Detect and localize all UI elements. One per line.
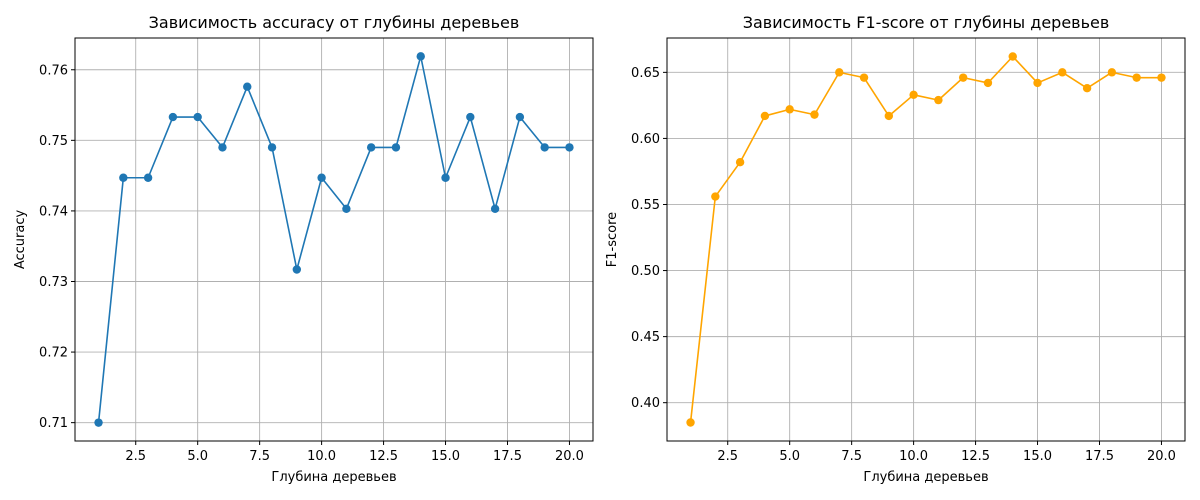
data-point [441, 173, 450, 182]
data-point [317, 173, 326, 182]
y-tick-label: 0.75 [39, 134, 68, 149]
f1-score-chart: 2.5 5.0 7.5 10.0 12.5 15.0 17.5 20.0 0.40 0.45 0.5… [605, 13, 1186, 485]
data-point [515, 112, 525, 122]
x-tick-label: 15.0 [431, 449, 460, 464]
plot-frame [74, 37, 594, 442]
x-axis-label: Глубина деревьев [863, 470, 988, 485]
data-point [540, 143, 549, 152]
x-axis-label: Глубина деревьев [271, 470, 396, 485]
x-tick-label: 12.5 [369, 449, 398, 464]
x-tick-label: 20.0 [1147, 449, 1176, 464]
x-tick-label: 17.5 [493, 449, 522, 464]
x-tick-label: 12.5 [961, 449, 990, 464]
data-point [1157, 73, 1166, 82]
y-tick-label: 0.71 [39, 416, 68, 431]
data-point [735, 158, 745, 167]
data-point [859, 73, 869, 82]
y-tick-label: 0.76 [39, 63, 68, 78]
x-tick-label: 2.5 [717, 449, 738, 464]
data-point [810, 110, 819, 119]
accuracy-chart: 2.5 5.0 7.5 10.0 12.5 15.0 17.5 20.0 0.71 0.72 0.7… [13, 13, 594, 485]
data-point [1033, 78, 1042, 88]
data-point [785, 105, 794, 114]
data-point [168, 112, 178, 122]
x-tick-label: 15.0 [1023, 449, 1052, 464]
y-tick-label: 0.72 [39, 346, 68, 361]
series-line [689, 55, 1162, 423]
x-tick-label: 10.0 [307, 449, 336, 464]
x-tick-label: 5.0 [779, 449, 800, 464]
series-line [97, 55, 570, 423]
data-point [1008, 52, 1017, 61]
grid [75, 38, 593, 441]
x-tick-label: 7.5 [249, 449, 270, 464]
x-tick-label: 5.0 [187, 449, 208, 464]
chart-title: Зависимость accuracy от глубины деревьев [149, 13, 520, 32]
y-tick-label: 0.55 [631, 198, 660, 213]
y-tick-label: 0.45 [631, 330, 660, 345]
data-point [1058, 68, 1067, 77]
x-tick-label: 2.5 [125, 449, 146, 464]
y-tick-label: 0.74 [39, 204, 68, 219]
data-point [686, 418, 695, 427]
y-tick-label: 0.40 [631, 396, 660, 411]
data-point [466, 112, 475, 122]
data-point [193, 112, 202, 122]
data-point [94, 418, 103, 427]
data-point [983, 78, 993, 88]
y-axis-label: F1-score [605, 212, 620, 267]
y-tick-label: 0.60 [631, 132, 660, 147]
grid [667, 38, 1185, 441]
data-point [391, 143, 401, 152]
data-point [416, 52, 425, 61]
plot-frame [666, 37, 1186, 442]
data-point [490, 204, 500, 213]
data-point [958, 73, 968, 82]
data-point [934, 95, 943, 105]
data-point [119, 173, 128, 182]
data-point [1082, 84, 1092, 93]
data-point [1132, 73, 1141, 82]
data-point [711, 192, 720, 201]
data-point [760, 111, 770, 121]
data-point [267, 143, 277, 152]
data-point [884, 111, 894, 121]
y-tick-label: 0.65 [631, 66, 660, 81]
data-point [342, 204, 351, 213]
data-point [835, 68, 844, 77]
data-point [1107, 68, 1117, 77]
x-tick-label: 10.0 [899, 449, 928, 464]
y-axis-label: Accuracy [13, 210, 28, 270]
x-tick-label: 7.5 [841, 449, 862, 464]
data-point [243, 82, 252, 91]
data-point [565, 143, 574, 152]
data-point [366, 143, 376, 152]
data-point [143, 173, 153, 182]
chart-title: Зависимость F1-score от глубины деревьев [743, 13, 1110, 32]
x-tick-label: 20.0 [555, 449, 584, 464]
data-point [292, 265, 302, 274]
y-tick-label: 0.50 [631, 264, 660, 279]
x-tick-label: 17.5 [1085, 449, 1114, 464]
data-point [218, 143, 227, 152]
y-tick-label: 0.73 [39, 275, 68, 290]
data-point [909, 90, 918, 100]
